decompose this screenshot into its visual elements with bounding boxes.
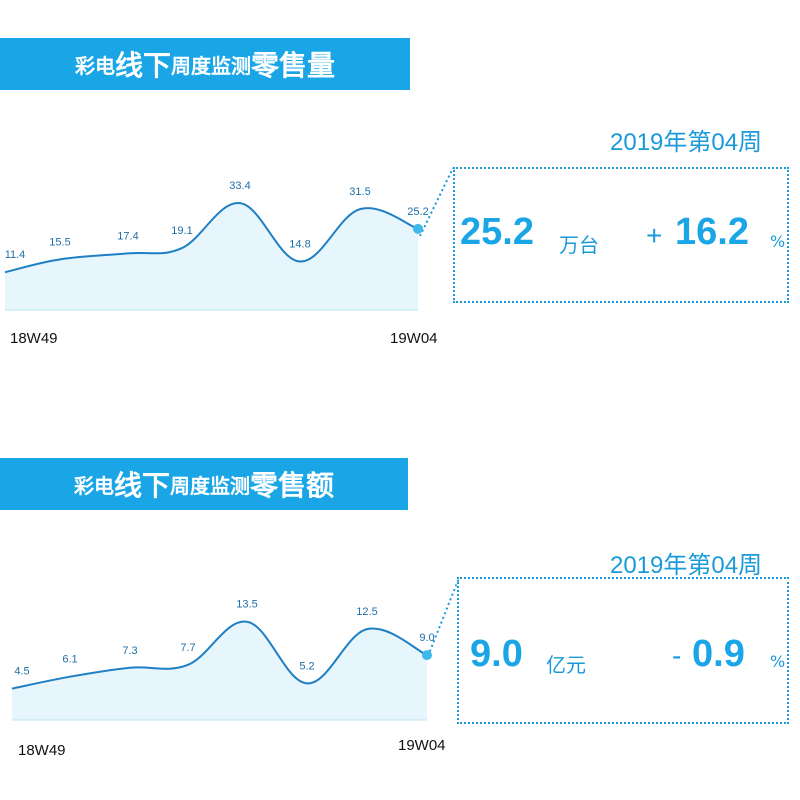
line-chart-volume: 11.4 15.5 17.4 19.1 33.4 14.8 31.5 25.2 <box>4 180 429 311</box>
end-point-marker <box>413 223 423 234</box>
area-fill <box>5 203 418 310</box>
data-label: 4.5 <box>14 666 29 678</box>
change-value-volume: 16.2 <box>675 211 749 253</box>
x-tick-start-revenue: 18W49 <box>18 742 66 759</box>
change-unit-revenue: % <box>770 652 786 671</box>
title-part-4: 零售量 <box>251 49 336 82</box>
series-line <box>4 202 419 274</box>
title-part-3: 周度监测 <box>170 473 250 498</box>
change-sign-volume: + <box>646 220 663 251</box>
data-label: 14.8 <box>289 239 310 251</box>
data-label: 17.4 <box>117 230 138 242</box>
data-label: 5.2 <box>299 660 314 672</box>
x-tick-start-volume: 18W49 <box>10 330 58 347</box>
x-tick-end-revenue: 19W04 <box>398 737 446 754</box>
title-part-1: 彩电 <box>73 473 114 498</box>
data-label: 31.5 <box>349 186 370 198</box>
data-label: 7.7 <box>180 642 195 654</box>
data-label: 33.4 <box>229 180 250 192</box>
title-part-4: 零售额 <box>250 469 335 502</box>
summary-unit-volume: 万台 <box>559 233 599 257</box>
area-fill <box>12 621 427 720</box>
change-unit-volume: % <box>770 232 786 251</box>
data-label: 25.2 <box>407 206 428 218</box>
data-label: 19.1 <box>171 225 192 237</box>
week-label-revenue: 2019年第04周 <box>610 552 763 579</box>
panel-title-volume: 彩电 线下 周度监测 零售量 <box>0 38 410 90</box>
summary-value-revenue: 9.0 <box>470 633 523 675</box>
data-label: 9.0 <box>419 632 434 644</box>
end-point-marker <box>422 650 432 661</box>
connector-line-revenue <box>427 577 460 657</box>
series-line <box>11 620 428 690</box>
title-part-2: 线下 <box>113 469 170 502</box>
x-tick-end-volume: 19W04 <box>390 330 438 347</box>
title-part-2: 线下 <box>114 49 171 82</box>
panel-title-revenue: 彩电 线下 周度监测 零售额 <box>0 458 408 510</box>
data-label: 13.5 <box>236 599 257 611</box>
change-value-revenue: 0.9 <box>692 633 745 675</box>
data-label: 7.3 <box>122 645 137 657</box>
line-chart-revenue: 4.5 6.1 7.3 7.7 13.5 5.2 12.5 9.0 <box>11 599 435 721</box>
title-part-1: 彩电 <box>74 53 115 78</box>
data-label: 11.4 <box>5 249 26 261</box>
week-label-volume: 2019年第04周 <box>610 129 763 156</box>
summary-unit-revenue: 亿元 <box>546 653 586 677</box>
data-label: 15.5 <box>49 236 70 248</box>
change-sign-revenue: - <box>672 640 682 671</box>
data-label: 12.5 <box>356 606 377 618</box>
summary-box-revenue <box>457 577 789 724</box>
summary-value-volume: 25.2 <box>460 211 534 253</box>
summary-box-volume <box>453 167 789 303</box>
data-label: 6.1 <box>62 654 77 666</box>
title-part-3: 周度监测 <box>171 53 251 78</box>
